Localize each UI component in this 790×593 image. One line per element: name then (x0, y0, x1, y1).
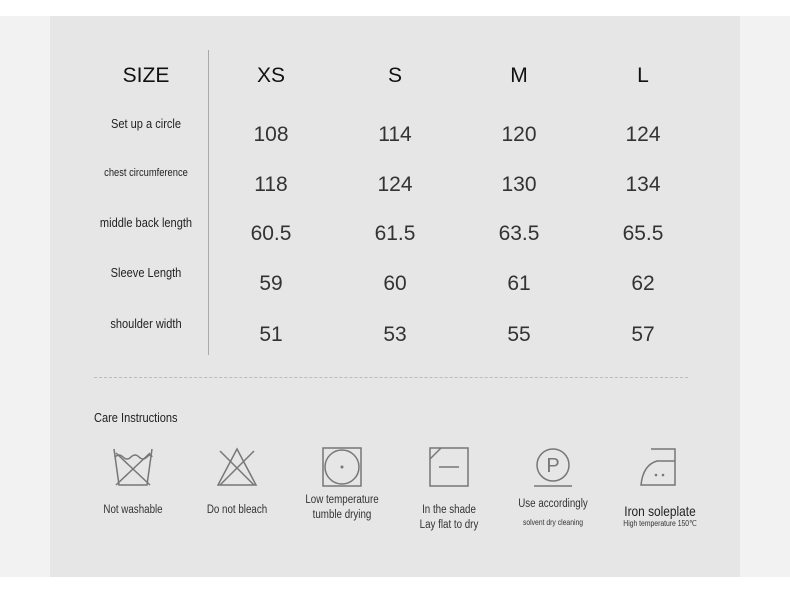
row-label: chest circumference (104, 167, 188, 179)
care-subtext: solvent dry cleaning (522, 518, 584, 527)
care-title: Care Instructions (94, 410, 178, 425)
care-item: P Use accordingly solvent dry cleaning (493, 445, 613, 527)
row-value: 61 (507, 272, 531, 295)
row-label: Sleeve Length (110, 265, 182, 280)
care-text: Use accordingly (518, 498, 588, 510)
divider (94, 377, 688, 378)
iron-icon (640, 448, 676, 486)
care-text: Low temperature tumble drying (305, 494, 379, 521)
row-value: 120 (501, 123, 537, 146)
care-item: Iron soleplate High temperature 150℃ (600, 445, 720, 528)
row-label: shoulder width (110, 316, 182, 331)
dry-flat-shade-icon (429, 447, 469, 487)
care-subtext: High temperature 150℃ (623, 519, 697, 528)
care-text: Do not bleach (206, 504, 268, 516)
care-text: Not washable (103, 504, 163, 516)
care-text: Iron soleplate (624, 503, 696, 519)
row-value: 114 (378, 123, 412, 146)
row-value: 124 (625, 123, 661, 146)
care-item: In the shade Lay flat to dry (389, 445, 509, 533)
no-bleach-icon (216, 447, 258, 486)
row-value: 118 (254, 173, 288, 196)
row-label: Set up a circle (110, 116, 182, 131)
row-label: middle back length (99, 215, 193, 230)
row-value: 62 (631, 272, 655, 295)
row-value: 59 (259, 272, 283, 295)
row-value: 108 (253, 123, 289, 146)
top-band (0, 0, 790, 16)
row-value: 55 (507, 323, 531, 346)
row-value: 134 (625, 173, 661, 196)
care-text: In the shade (422, 504, 476, 516)
row-value: 57 (631, 323, 655, 346)
row-value: 53 (383, 323, 407, 346)
row-value: 61.5 (374, 222, 416, 245)
row-value: 60.5 (250, 222, 292, 245)
header-l: L (637, 64, 649, 87)
header-xs: XS (256, 64, 286, 87)
dry-clean-p-icon: P (534, 448, 572, 487)
row-value: 130 (501, 173, 537, 196)
care-item: Low temperature tumble drying (282, 445, 402, 523)
svg-text:P: P (546, 455, 559, 477)
care-item: Not washable (73, 445, 193, 518)
size-chart-panel (50, 16, 740, 577)
row-value: 63.5 (498, 222, 540, 245)
row-value: 124 (377, 173, 413, 196)
bottom-band (0, 577, 790, 593)
header-m: M (510, 64, 528, 87)
no-wash-icon (113, 448, 153, 486)
care-item: Do not bleach (177, 445, 297, 518)
care-subtext: Lay flat to dry (419, 519, 479, 531)
header-size: SIZE (122, 64, 170, 87)
row-value: 51 (259, 323, 283, 346)
header-s: S (387, 64, 403, 87)
row-value: 65.5 (622, 222, 664, 245)
column-divider (208, 50, 209, 355)
row-value: 60 (383, 272, 407, 295)
tumble-dry-low-icon (322, 447, 362, 487)
